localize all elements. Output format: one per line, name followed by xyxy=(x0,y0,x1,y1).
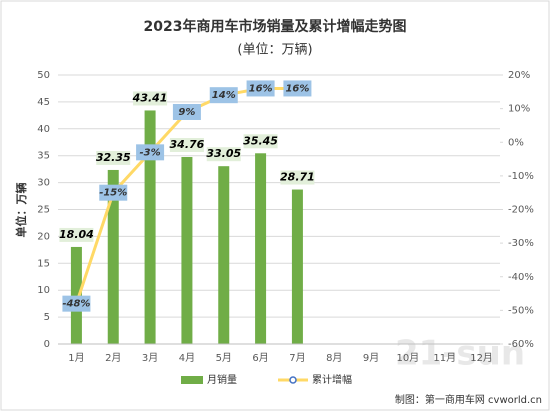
footer: 制图：第一商用车网 cvworld.cn xyxy=(395,393,542,406)
y-axis-label: 单位：万辆 xyxy=(14,183,28,238)
bar-label-bg xyxy=(169,137,204,152)
y2-tick-label: -60% xyxy=(508,339,534,350)
bar-label: 28.71 xyxy=(280,171,315,184)
bar-label: 35.45 xyxy=(243,134,278,147)
line-label: -3% xyxy=(140,147,161,158)
bar-label-bg xyxy=(280,170,315,185)
bar xyxy=(107,169,119,344)
bar xyxy=(255,153,267,344)
y2-tick-label: 10% xyxy=(508,104,530,115)
x-tick-label: 8月 xyxy=(326,352,342,364)
x-tick-label: 9月 xyxy=(363,352,379,364)
y-tick-label: 50 xyxy=(37,70,50,81)
line-label-bg xyxy=(136,144,165,161)
y2-tick-label: 20% xyxy=(508,70,530,81)
y-tick-label: 15 xyxy=(37,258,50,269)
y-tick-label: 25 xyxy=(37,205,50,216)
x-tick-label: 7月 xyxy=(289,352,305,364)
line-label-bg xyxy=(62,295,91,312)
legend-label: 月销量 xyxy=(207,373,237,386)
line-label-bg xyxy=(246,80,275,97)
y-tick-label: 0 xyxy=(44,339,50,350)
bar-label: 18.04 xyxy=(59,228,94,241)
y2-tick-label: 0% xyxy=(508,137,524,148)
x-tick-label: 5月 xyxy=(216,352,232,364)
y-tick-label: 40 xyxy=(37,124,50,135)
line-label: -15% xyxy=(99,188,127,199)
legend-marker xyxy=(289,376,297,384)
line-label-bg xyxy=(209,87,238,104)
y-tick-label: 10 xyxy=(37,285,50,296)
bar-label: 34.76 xyxy=(170,138,205,151)
line-label-bg xyxy=(283,80,312,97)
y-tick-label: 35 xyxy=(37,151,50,162)
bar-label-bg xyxy=(96,150,131,165)
x-tick-label: 12月 xyxy=(470,352,493,364)
x-tick-label: 1月 xyxy=(68,352,84,364)
bar xyxy=(144,110,156,345)
line-label-bg xyxy=(99,184,128,201)
line-label: 14% xyxy=(212,90,236,101)
chart-subtitle: (单位：万辆) xyxy=(237,43,312,58)
x-tick-label: 6月 xyxy=(252,352,268,364)
bar-label: 32.35 xyxy=(96,151,131,164)
y2-tick-label: -50% xyxy=(508,305,534,316)
bar xyxy=(70,246,82,344)
y2-tick-label: -10% xyxy=(508,171,534,182)
line-label: 16% xyxy=(285,83,309,94)
bar-label: 33.05 xyxy=(206,147,241,160)
legend-label: 累计增幅 xyxy=(312,373,352,386)
y-tick-label: 45 xyxy=(37,97,50,108)
watermark: 21-sun xyxy=(395,334,525,374)
y2-tick-label: -20% xyxy=(508,205,534,216)
bar-label-bg xyxy=(133,91,168,106)
y2-tick-label: -30% xyxy=(508,238,534,249)
legend-swatch xyxy=(181,376,203,384)
y2-tick-label: -40% xyxy=(508,272,534,283)
y-tick-label: 20 xyxy=(37,231,50,242)
x-tick-label: 2月 xyxy=(105,352,121,364)
bar xyxy=(291,189,303,344)
bar xyxy=(181,156,193,344)
line-label: 16% xyxy=(249,83,273,94)
x-tick-label: 10月 xyxy=(397,352,420,364)
x-tick-label: 11月 xyxy=(433,352,456,364)
x-tick-label: 4月 xyxy=(179,352,195,364)
bar-label-bg xyxy=(243,134,278,149)
line-label: 9% xyxy=(178,107,195,118)
line-label: -48% xyxy=(62,299,90,310)
x-tick-label: 3月 xyxy=(142,352,158,364)
bar xyxy=(218,166,230,344)
line-label-bg xyxy=(172,103,201,120)
y-tick-label: 5 xyxy=(44,312,50,323)
bar-label: 43.41 xyxy=(132,91,168,104)
y-tick-label: 30 xyxy=(37,178,50,189)
bar-label-bg xyxy=(206,147,241,162)
chart-title: 2023年商用车市场销量及累计增幅走势图 xyxy=(144,18,407,35)
bar-label-bg xyxy=(59,227,94,242)
